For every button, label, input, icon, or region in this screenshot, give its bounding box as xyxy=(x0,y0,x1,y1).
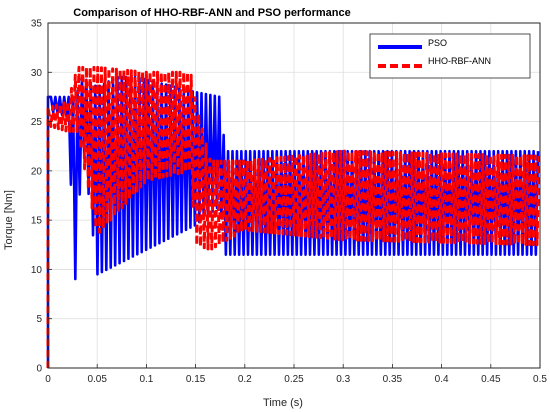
y-tick-label: 10 xyxy=(31,265,43,276)
legend: PSO HHO-RBF-ANN xyxy=(369,33,531,79)
x-tick-label: 0.15 xyxy=(186,374,206,385)
x-tick-label: 0.1 xyxy=(139,374,153,385)
series-line-pso xyxy=(46,75,540,368)
y-tick-label: 5 xyxy=(36,314,42,325)
legend-label-pso: PSO xyxy=(428,38,447,48)
x-tick-label: 0.25 xyxy=(284,374,304,385)
ticks xyxy=(47,22,541,369)
x-tick-label: 0.35 xyxy=(383,374,403,385)
x-tick-label: 0.3 xyxy=(336,374,350,385)
x-tick-label: 0.4 xyxy=(435,374,449,385)
x-tick-label: 0.45 xyxy=(481,374,501,385)
chart-title: Comparison of HHO-RBF-ANN and PSO perfor… xyxy=(73,7,350,19)
y-tick-label: 30 xyxy=(31,68,43,79)
series-line-hho-rbf-ann xyxy=(46,65,541,368)
x-axis-label: Time (s) xyxy=(263,397,303,409)
y-tick-label: 25 xyxy=(31,117,43,128)
tick-labels: 0 0.05 0.1 0.15 0.2 0.25 0.3 0.35 0.4 0.45 0.5 0 5 10… xyxy=(31,19,548,386)
x-tick-label: 0.5 xyxy=(533,374,547,385)
y-tick-label: 15 xyxy=(31,216,43,227)
y-tick-label: 0 xyxy=(36,364,42,375)
series-layer xyxy=(46,65,541,368)
legend-label-hho-rbf-ann: HHO-RBF-ANN xyxy=(428,56,491,66)
y-tick-label: 35 xyxy=(31,19,43,30)
legend-box xyxy=(369,33,531,79)
x-tick-label: 0.05 xyxy=(87,374,107,385)
x-tick-label: 0.2 xyxy=(238,374,252,385)
x-tick-label: 0 xyxy=(45,374,51,385)
y-tick-label: 20 xyxy=(31,166,43,177)
y-axis-label: Torque [Nm] xyxy=(3,190,15,250)
